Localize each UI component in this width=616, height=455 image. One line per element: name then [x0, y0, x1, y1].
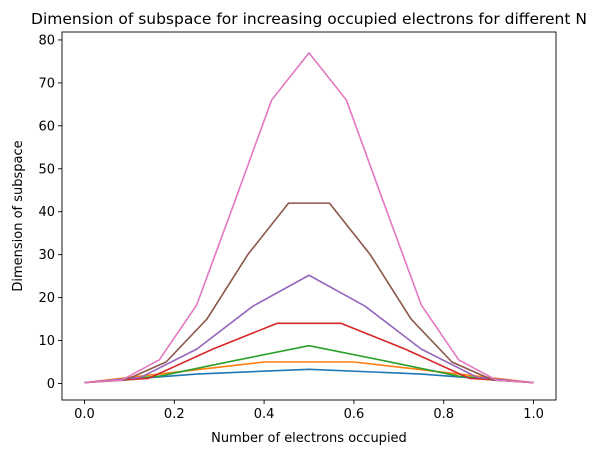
y-tick-label: 80 — [38, 33, 55, 48]
series-line-6 — [84, 202, 534, 384]
y-tick-label: 40 — [38, 205, 55, 220]
x-axis-label: Number of electrons occupied — [211, 431, 407, 446]
x-tick-label: 0.8 — [433, 407, 454, 422]
series-line-5 — [84, 274, 534, 384]
x-tick-label: 1.0 — [523, 407, 544, 422]
y-tick-label: 0 — [47, 377, 55, 392]
chart-title: Dimension of subspace for increasing occ… — [31, 10, 587, 28]
y-tick-label: 70 — [38, 76, 55, 91]
x-tick-label: 0.6 — [344, 407, 365, 422]
y-tick-label: 10 — [38, 334, 55, 349]
y-tick-label: 60 — [38, 119, 55, 134]
x-tick-label: 0.2 — [164, 407, 185, 422]
series-line-4 — [84, 322, 534, 384]
y-tick-label: 20 — [38, 291, 55, 306]
series-layer — [84, 52, 534, 384]
ticks-layer: 0.0 0.2 0.4 0.6 0.8 1.0 0 10 20 30 40 50 60 70 80 — [38, 33, 543, 422]
plot-frame — [61, 31, 557, 401]
y-tick-label: 30 — [38, 248, 55, 263]
series-line-3 — [84, 344, 534, 384]
series-line-7 — [84, 52, 534, 384]
x-tick-label: 0.4 — [254, 407, 275, 422]
x-tick-label: 0.0 — [74, 407, 95, 422]
y-axis-label: Dimension of subspace — [11, 140, 26, 291]
y-tick-label: 50 — [38, 162, 55, 177]
